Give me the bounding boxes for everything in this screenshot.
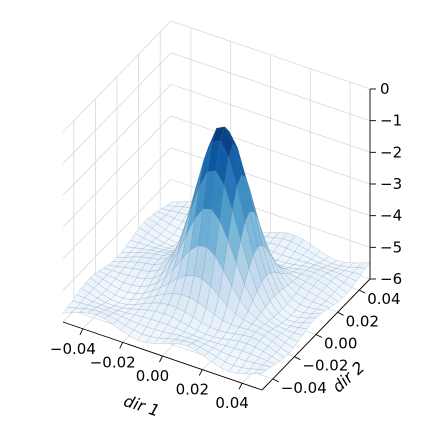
z-tick-label: −6	[380, 270, 402, 288]
x-tick-mark	[238, 382, 243, 390]
x-tick-label: 0.02	[176, 381, 209, 399]
z-tick-label: −3	[380, 175, 402, 193]
x-axis-label: dir 1	[121, 391, 162, 420]
x-tick-label: 0.04	[215, 394, 248, 412]
y-tick-label: 0.04	[367, 290, 400, 308]
y-tick-mark	[315, 334, 323, 338]
y-tick-label: −0.02	[302, 357, 348, 375]
z-tick-label: −1	[380, 112, 402, 130]
z-grid-line-5	[62, 178, 371, 291]
surface-cell	[253, 369, 267, 374]
y-tick-label: 0.00	[324, 335, 357, 353]
z-tick-label: 0	[380, 80, 390, 98]
y-tick-mark	[272, 378, 280, 383]
z-tick-label: −5	[380, 238, 402, 256]
z-grid-line-4	[62, 147, 371, 259]
tick-labels: −0.04−0.020.000.020.04−0.04−0.020.000.02…	[50, 80, 402, 412]
y-tick-label: 0.02	[346, 312, 379, 330]
x-tick-mark	[198, 369, 203, 376]
z-tick-label: −4	[380, 207, 402, 225]
y-tick-mark	[294, 356, 301, 361]
x-tick-label: −0.04	[50, 340, 96, 358]
z-tick-label: −2	[380, 143, 402, 161]
tick-marks	[79, 88, 376, 390]
y-tick-mark	[358, 289, 366, 294]
surface-mesh	[62, 126, 371, 375]
z-grid-line-0	[62, 20, 371, 133]
z-grid-line-3	[62, 115, 371, 228]
x-tick-mark	[159, 355, 163, 363]
y-tick-mark	[337, 311, 344, 316]
x-tick-label: −0.02	[90, 353, 136, 371]
x-tick-mark	[79, 328, 84, 336]
z-grid-line-1	[62, 52, 371, 164]
x-tick-mark	[119, 342, 124, 349]
y-tick-label: −0.04	[281, 379, 327, 397]
x-tick-label: 0.00	[136, 367, 169, 385]
z-grid-line-2	[62, 83, 371, 196]
